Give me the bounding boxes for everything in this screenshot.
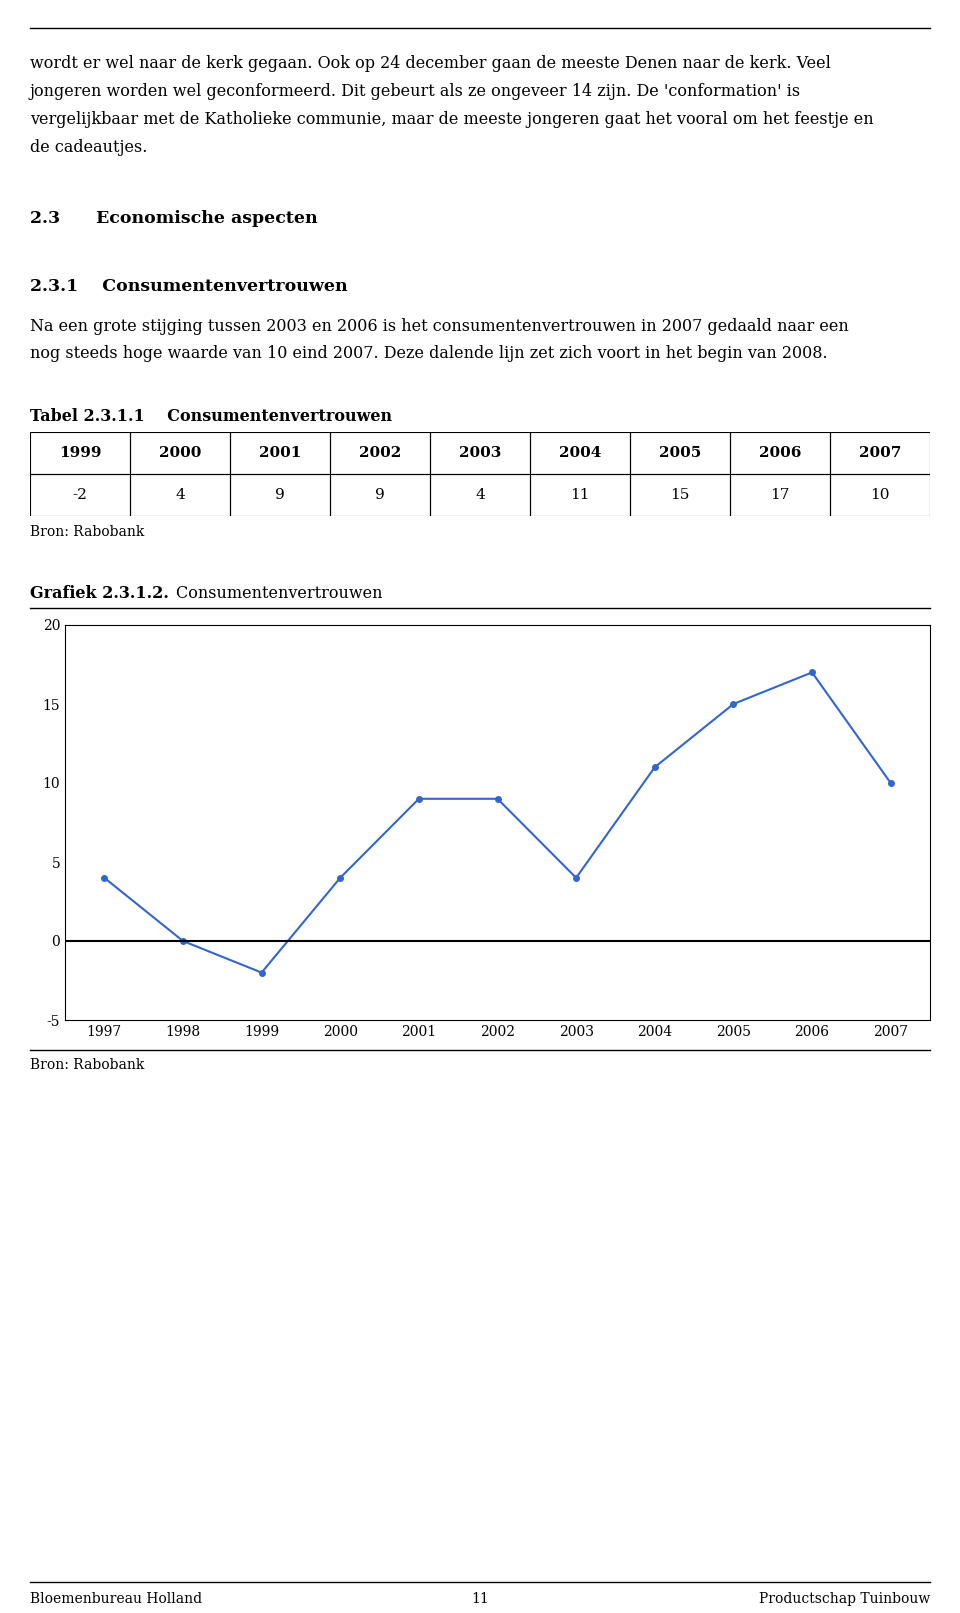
Text: 9: 9 [276,489,285,502]
Text: 15: 15 [670,489,689,502]
Bar [830,474,930,516]
Text: 4: 4 [475,489,485,502]
Text: Tabel 2.3.1.1    Consumentenvertrouwen: Tabel 2.3.1.1 Consumentenvertrouwen [30,408,392,424]
Bar [630,474,730,516]
Text: 11: 11 [570,489,589,502]
Text: 2003: 2003 [459,447,501,460]
Bar [30,474,130,516]
Bar [730,432,830,474]
Text: 2001: 2001 [259,447,301,460]
Text: Bloemenbureau Holland: Bloemenbureau Holland [30,1592,202,1607]
Text: 9: 9 [375,489,385,502]
Text: 17: 17 [770,489,790,502]
Text: 2005: 2005 [659,447,701,460]
Bar [430,432,530,474]
Bar [230,474,330,516]
Bar [630,432,730,474]
Text: 11: 11 [471,1592,489,1607]
Text: Consumentenvertrouwen: Consumentenvertrouwen [135,586,383,602]
Text: 10: 10 [871,489,890,502]
Bar [330,474,430,516]
Text: wordt er wel naar de kerk gegaan. Ook op 24 december gaan de meeste Denen naar d: wordt er wel naar de kerk gegaan. Ook op… [30,55,830,73]
Bar [430,474,530,516]
Bar [330,432,430,474]
Text: 2.3      Economische aspecten: 2.3 Economische aspecten [30,210,318,227]
Text: 2007: 2007 [859,447,901,460]
Text: vergelijkbaar met de Katholieke communie, maar de meeste jongeren gaat het voora: vergelijkbaar met de Katholieke communie… [30,111,874,127]
Bar [530,474,630,516]
Text: Bron: Rabobank: Bron: Rabobank [30,1058,144,1073]
Bar [130,432,230,474]
Bar [30,432,130,474]
Text: 2004: 2004 [559,447,601,460]
Text: Grafiek 2.3.1.2.: Grafiek 2.3.1.2. [30,586,169,602]
Text: 4: 4 [175,489,185,502]
Bar [530,432,630,474]
Text: Productschap Tuinbouw: Productschap Tuinbouw [759,1592,930,1607]
Bar [830,432,930,474]
Text: jongeren worden wel geconformeerd. Dit gebeurt als ze ongeveer 14 zijn. De 'conf: jongeren worden wel geconformeerd. Dit g… [30,82,801,100]
Text: Bron: Rabobank: Bron: Rabobank [30,524,144,539]
Text: de cadeautjes.: de cadeautjes. [30,139,147,156]
Text: 2006: 2006 [758,447,802,460]
Bar [230,432,330,474]
Text: 1999: 1999 [59,447,101,460]
Text: 2.3.1    Consumentenvertrouwen: 2.3.1 Consumentenvertrouwen [30,277,348,295]
Text: nog steeds hoge waarde van 10 eind 2007. Deze dalende lijn zet zich voort in het: nog steeds hoge waarde van 10 eind 2007.… [30,345,828,361]
Bar [730,474,830,516]
Text: 2002: 2002 [359,447,401,460]
Text: Na een grote stijging tussen 2003 en 2006 is het consumentenvertrouwen in 2007 g: Na een grote stijging tussen 2003 en 200… [30,318,849,336]
Text: 2000: 2000 [158,447,202,460]
Text: -2: -2 [73,489,87,502]
Bar [130,474,230,516]
